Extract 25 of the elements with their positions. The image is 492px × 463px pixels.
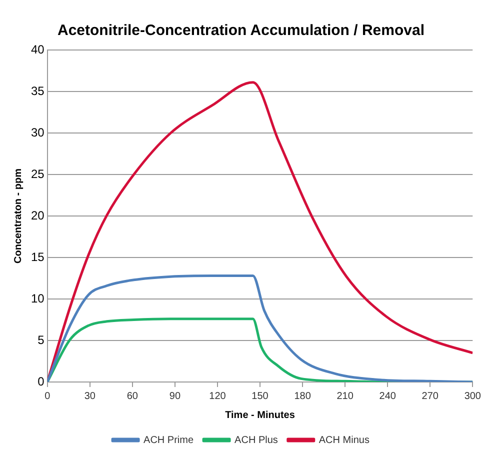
x-axis-title: Time - Minutes <box>225 410 296 421</box>
legend-label: ACH Plus <box>234 434 278 446</box>
x-tick-label: 60 <box>126 390 138 402</box>
x-tick-label: 120 <box>209 390 226 402</box>
x-tick-label: 270 <box>422 390 439 402</box>
x-tick-label: 30 <box>84 390 96 402</box>
y-tick-label: 40 <box>30 42 45 56</box>
y-tick-label: 5 <box>38 332 45 347</box>
x-tick-label: 300 <box>464 390 482 402</box>
y-tick-label: 30 <box>30 125 45 140</box>
y-axis-title: Concentraton - ppm <box>12 168 24 264</box>
x-tick-label: 90 <box>169 390 181 402</box>
chart-title: Acetonitrile-Concentration Accumulation / Removal <box>58 22 424 40</box>
y-tick-label: 0 <box>38 374 45 388</box>
x-tick-label: 150 <box>252 390 269 402</box>
x-tick-label: 180 <box>294 390 312 402</box>
y-tick-label: 35 <box>30 84 45 98</box>
x-tick-label: 240 <box>379 390 396 402</box>
y-tick-label: 10 <box>30 291 45 306</box>
legend-label: ACH Minus <box>318 434 370 446</box>
y-tick-label: 25 <box>30 166 45 181</box>
y-tick-label: 20 <box>30 208 45 222</box>
y-tick-label: 15 <box>30 250 45 264</box>
legend-label: ACH Prime <box>144 434 194 446</box>
x-tick-label: 210 <box>336 390 354 402</box>
